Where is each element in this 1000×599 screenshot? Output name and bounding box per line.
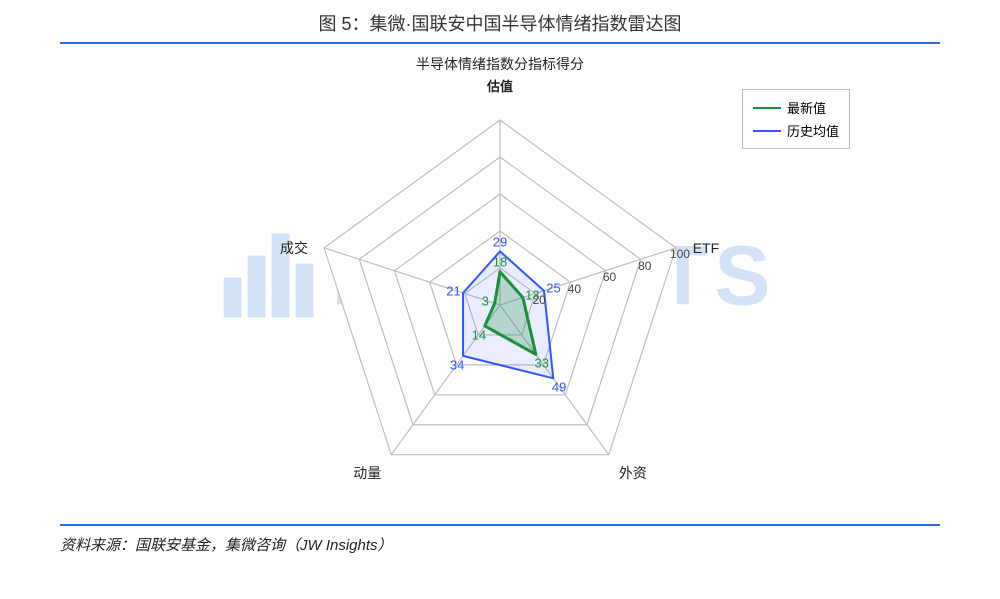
legend-label: 历史均值 (787, 121, 839, 140)
chart-area: INSIGHTS 半导体情绪指数分指标得分 估值 最新值历史均值 ETF外资动量… (60, 44, 940, 524)
value-label: 21 (446, 283, 460, 298)
radar-chart (275, 68, 725, 518)
value-label: 34 (450, 357, 464, 372)
legend-item: 历史均值 (753, 119, 839, 142)
value-label: 3 (482, 293, 489, 308)
legend-swatch (753, 107, 781, 109)
value-label: 18 (493, 255, 507, 270)
tick-label: 80 (638, 259, 651, 273)
axis-label: 成交 (280, 238, 308, 258)
legend-label: 最新值 (787, 98, 826, 117)
axis-label: 外资 (619, 463, 647, 483)
tick-label: 40 (568, 282, 581, 296)
value-label: 14 (472, 327, 486, 342)
value-label: 33 (535, 356, 549, 371)
legend-item: 最新值 (753, 96, 839, 119)
value-label: 25 (546, 281, 560, 296)
value-label: 49 (552, 380, 566, 395)
tick-label: 60 (603, 270, 616, 284)
axis-label: 动量 (353, 463, 381, 483)
legend-swatch (753, 130, 781, 132)
tick-label: 100 (670, 247, 690, 261)
source-line: 资料来源：国联安基金，集微咨询（JW Insights） (0, 526, 1000, 555)
legend: 最新值历史均值 (742, 89, 850, 149)
figure-title: 图 5：集微·国联安中国半导体情绪指数雷达图 (0, 0, 1000, 42)
value-label: 13 (525, 288, 539, 303)
value-label: 29 (493, 234, 507, 249)
axis-label: ETF (693, 240, 719, 256)
